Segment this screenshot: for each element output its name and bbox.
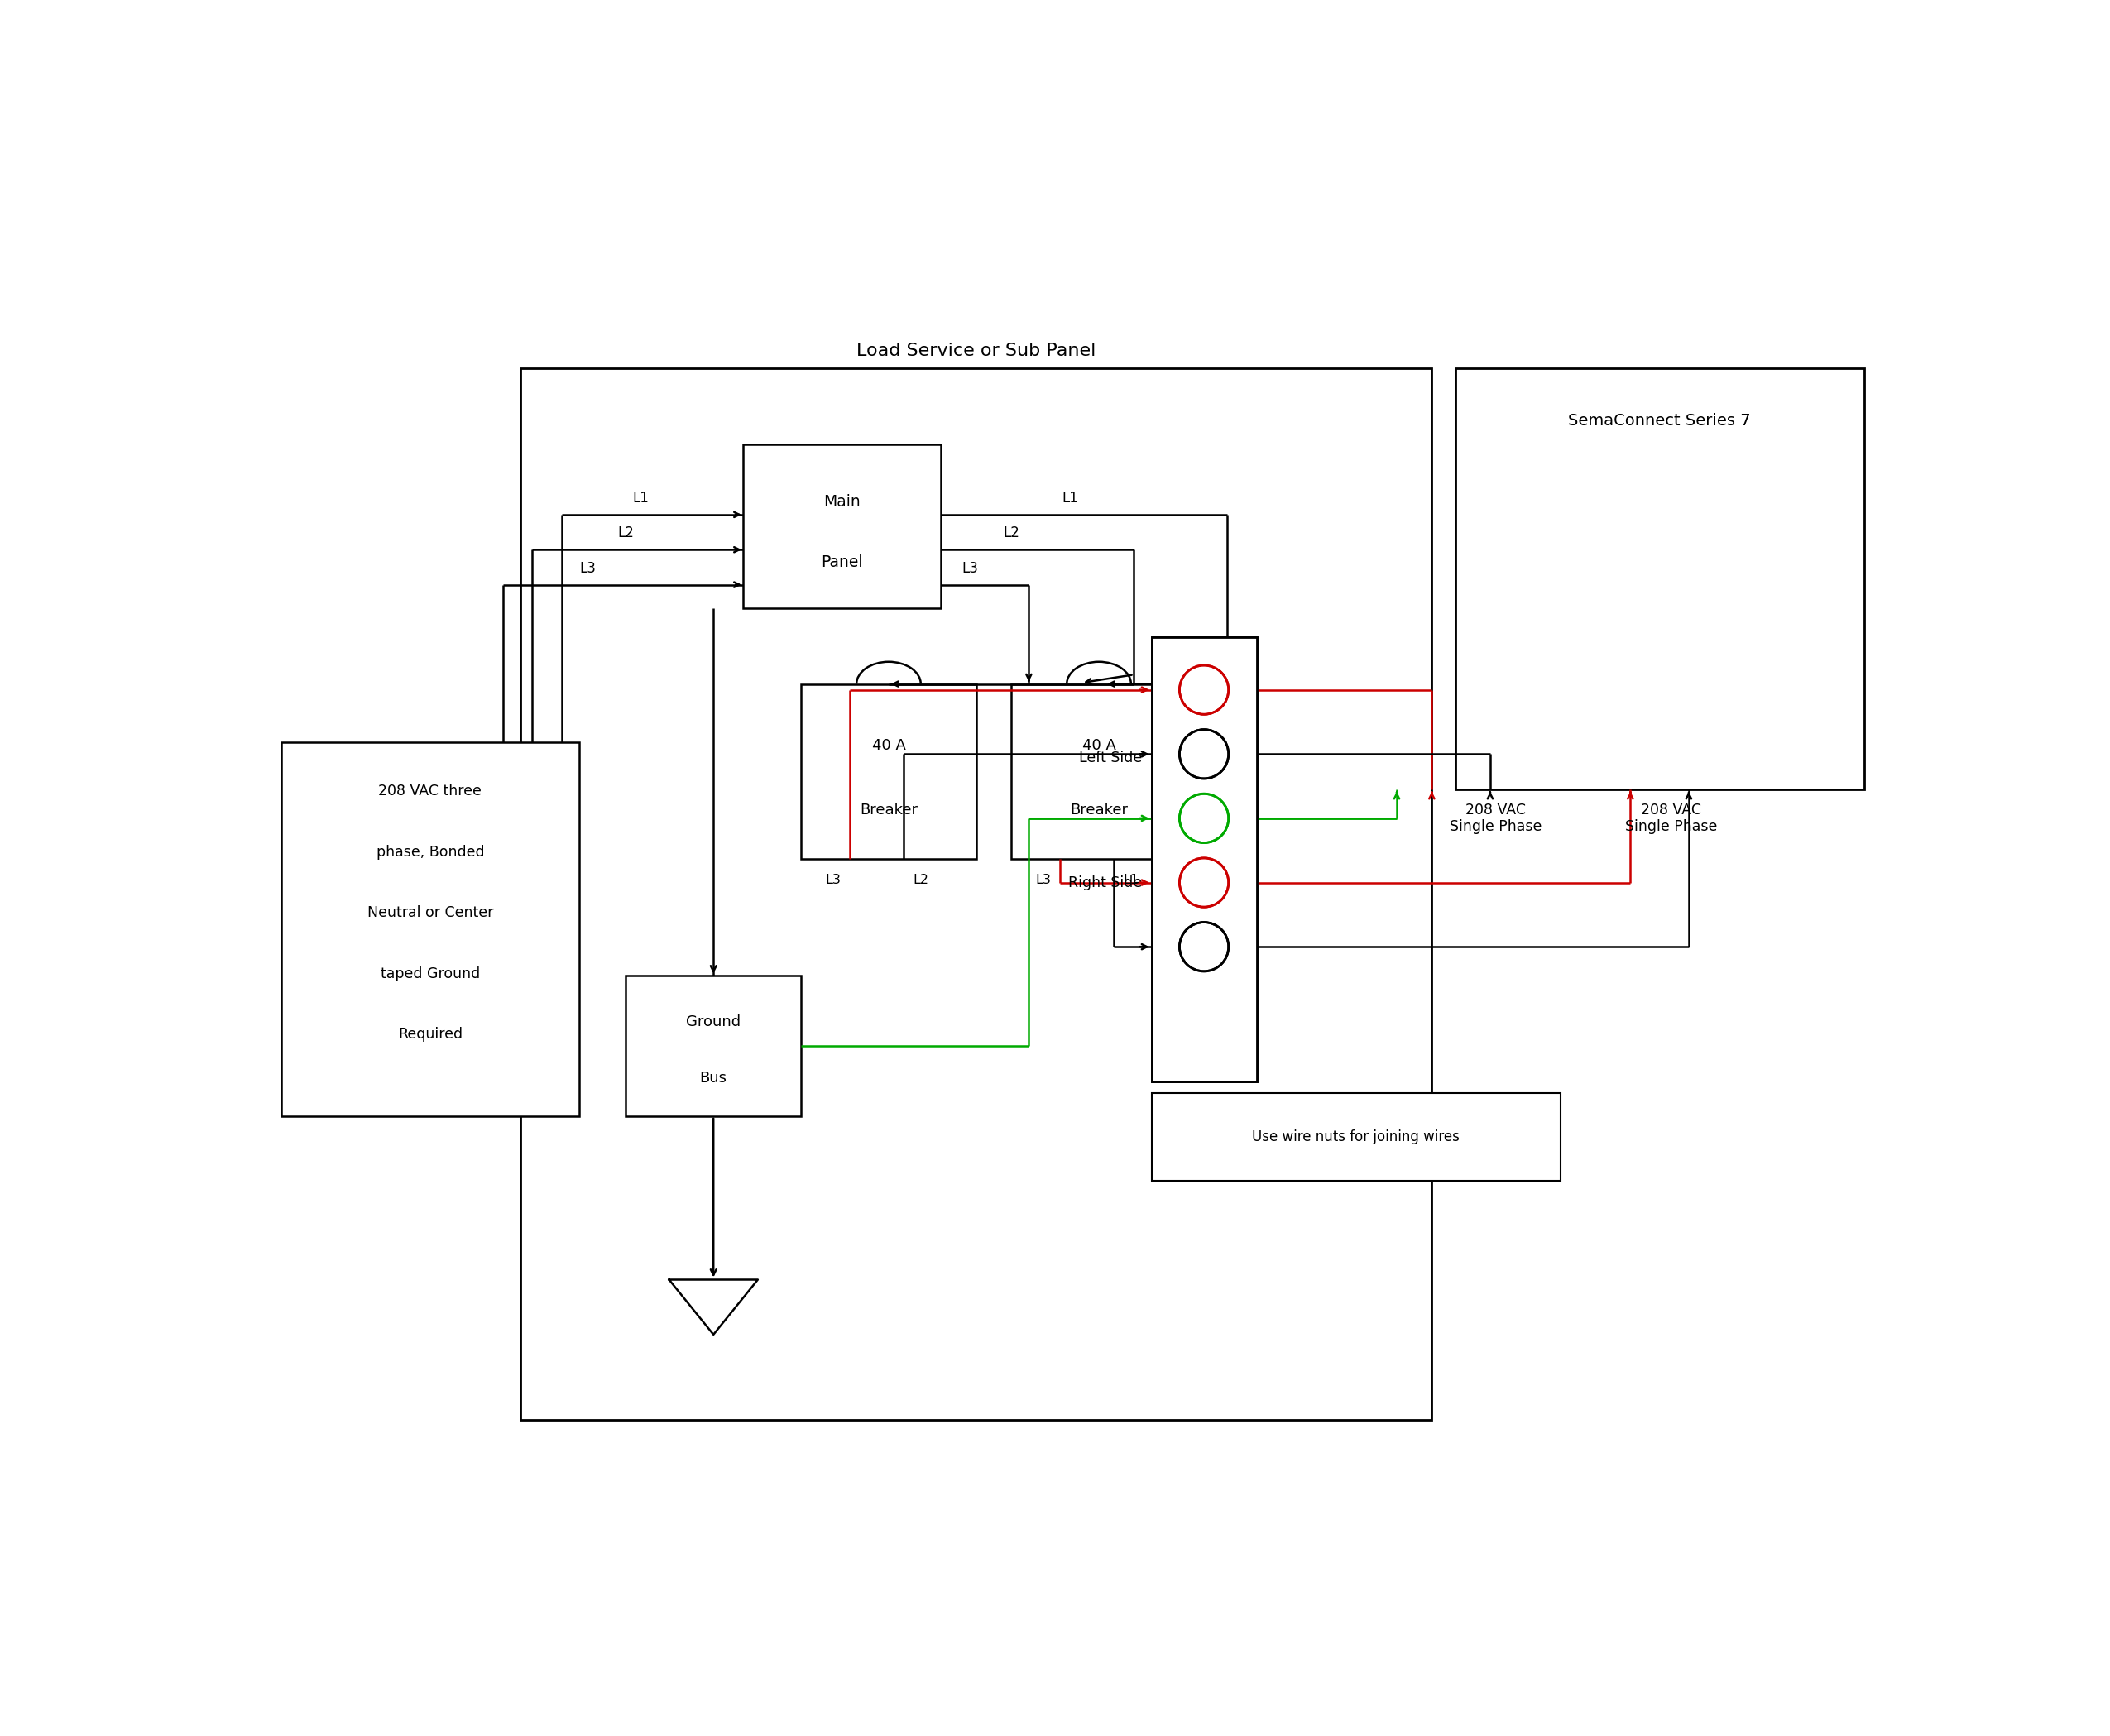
Text: L1: L1 (1061, 491, 1078, 505)
Text: L2: L2 (914, 873, 928, 887)
Text: Load Service or Sub Panel: Load Service or Sub Panel (857, 342, 1095, 359)
Bar (802, 684, 977, 859)
Text: Breaker: Breaker (1070, 802, 1129, 818)
Text: Main: Main (823, 493, 861, 510)
Bar (1456, 368, 1863, 790)
Text: L3: L3 (825, 873, 840, 887)
Text: Neutral or Center: Neutral or Center (367, 906, 494, 920)
Bar (1152, 1092, 1559, 1180)
Text: L1: L1 (633, 491, 648, 505)
Text: SemaConnect Series 7: SemaConnect Series 7 (1568, 413, 1751, 429)
Text: L3: L3 (962, 561, 979, 576)
Text: L1: L1 (1123, 873, 1139, 887)
Text: Right Side: Right Side (1068, 875, 1142, 891)
Bar (1152, 637, 1258, 1082)
Bar (281, 743, 578, 1116)
Text: 40 A: 40 A (1082, 738, 1116, 753)
Text: phase, Bonded: phase, Bonded (376, 845, 483, 859)
Text: L2: L2 (618, 526, 635, 540)
Text: 208 VAC
Single Phase: 208 VAC Single Phase (1450, 802, 1542, 835)
Bar (1011, 684, 1186, 859)
Text: L2: L2 (1002, 526, 1019, 540)
Bar (521, 368, 1433, 1420)
Text: 208 VAC three: 208 VAC three (378, 785, 481, 799)
Text: Bus: Bus (701, 1071, 728, 1085)
Text: Use wire nuts for joining wires: Use wire nuts for joining wires (1251, 1128, 1460, 1144)
Bar (1152, 637, 1258, 1082)
Text: Breaker: Breaker (859, 802, 918, 818)
Text: 208 VAC
Single Phase: 208 VAC Single Phase (1625, 802, 1718, 835)
Text: Required: Required (399, 1028, 462, 1042)
Text: L3: L3 (1036, 873, 1051, 887)
Text: Panel: Panel (821, 554, 863, 569)
Text: L3: L3 (580, 561, 597, 576)
Bar (627, 976, 802, 1116)
Text: taped Ground: taped Ground (380, 967, 479, 981)
Text: Left Side: Left Side (1078, 750, 1142, 766)
Bar (743, 444, 941, 608)
Text: Ground: Ground (686, 1016, 741, 1029)
Text: 40 A: 40 A (871, 738, 905, 753)
